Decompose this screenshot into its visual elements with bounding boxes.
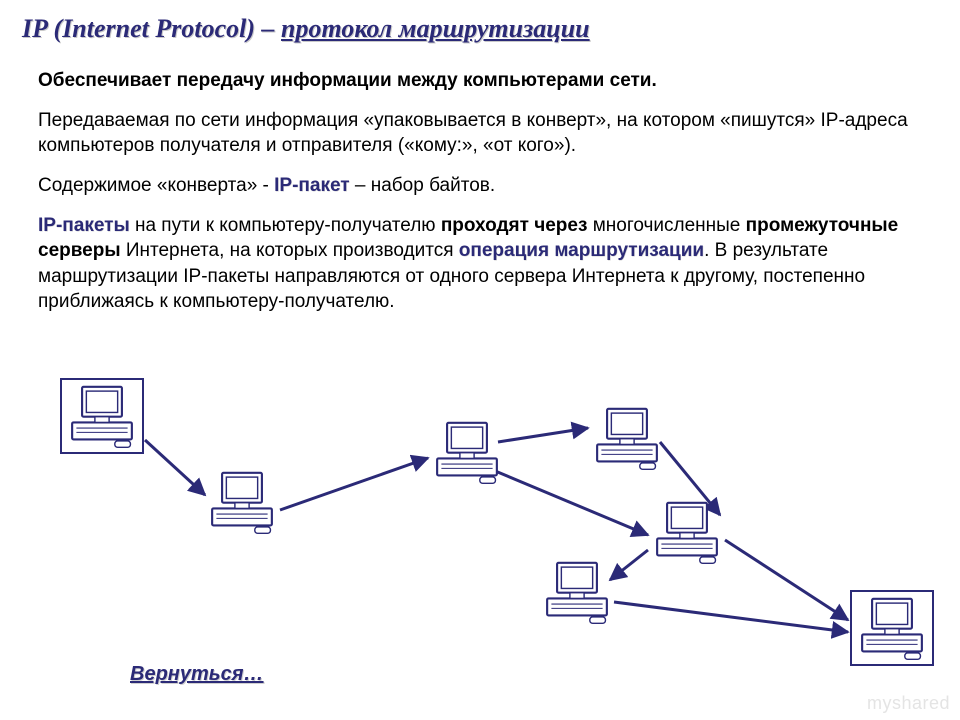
computer-icon: [205, 470, 279, 534]
computer-icon: [650, 500, 724, 564]
diagram-edges: [0, 370, 960, 690]
diagram-edge: [610, 550, 648, 580]
computer-node: [430, 420, 504, 484]
computer-node: [850, 590, 934, 666]
content-block: Обеспечивает передачу информации между к…: [38, 68, 918, 329]
p4-bold1: проходят через: [441, 215, 588, 236]
diagram-edge: [145, 440, 205, 495]
paragraph-4: IP-пакеты на пути к компьютеру-получател…: [38, 213, 918, 316]
network-diagram: [0, 370, 960, 690]
p4-b: многочисленные: [587, 215, 745, 236]
title-prefix: IP (Internet Protocol) –: [22, 14, 281, 43]
paragraph-2: Передаваемая по сети информация «упаковы…: [38, 108, 918, 159]
paragraph-1: Обеспечивает передачу информации между к…: [38, 68, 918, 94]
diagram-edge: [614, 602, 848, 632]
computer-icon: [590, 406, 664, 470]
p3-b: – набор байтов.: [350, 175, 496, 196]
page-title: IP (Internet Protocol) – протокол маршру…: [22, 14, 590, 44]
diagram-edge: [488, 468, 648, 535]
back-link[interactable]: Вернуться…: [130, 663, 264, 686]
computer-icon: [540, 560, 614, 624]
p4-hl2: операция маршрутизации: [459, 240, 704, 261]
diagram-edge: [725, 540, 848, 620]
diagram-edge: [498, 428, 588, 442]
computer-node: [590, 406, 664, 470]
computer-node: [205, 470, 279, 534]
p3-a: Содержимое «конверта» -: [38, 175, 274, 196]
p3-highlight: IP-пакет: [274, 175, 349, 196]
computer-icon: [66, 384, 138, 448]
p4-c: Интернета, на которых производится: [121, 240, 459, 261]
paragraph-3: Содержимое «конверта» - IP-пакет – набор…: [38, 173, 918, 199]
computer-icon: [856, 596, 928, 660]
computer-node: [650, 500, 724, 564]
computer-node: [540, 560, 614, 624]
title-underlined: протокол маршрутизации: [281, 14, 590, 43]
p4-hl1: IP-пакеты: [38, 215, 130, 236]
p4-a: на пути к компьютеру-получателю: [130, 215, 441, 236]
diagram-edge: [280, 458, 428, 510]
computer-icon: [430, 420, 504, 484]
computer-node: [60, 378, 144, 454]
watermark: myshared: [867, 693, 950, 714]
